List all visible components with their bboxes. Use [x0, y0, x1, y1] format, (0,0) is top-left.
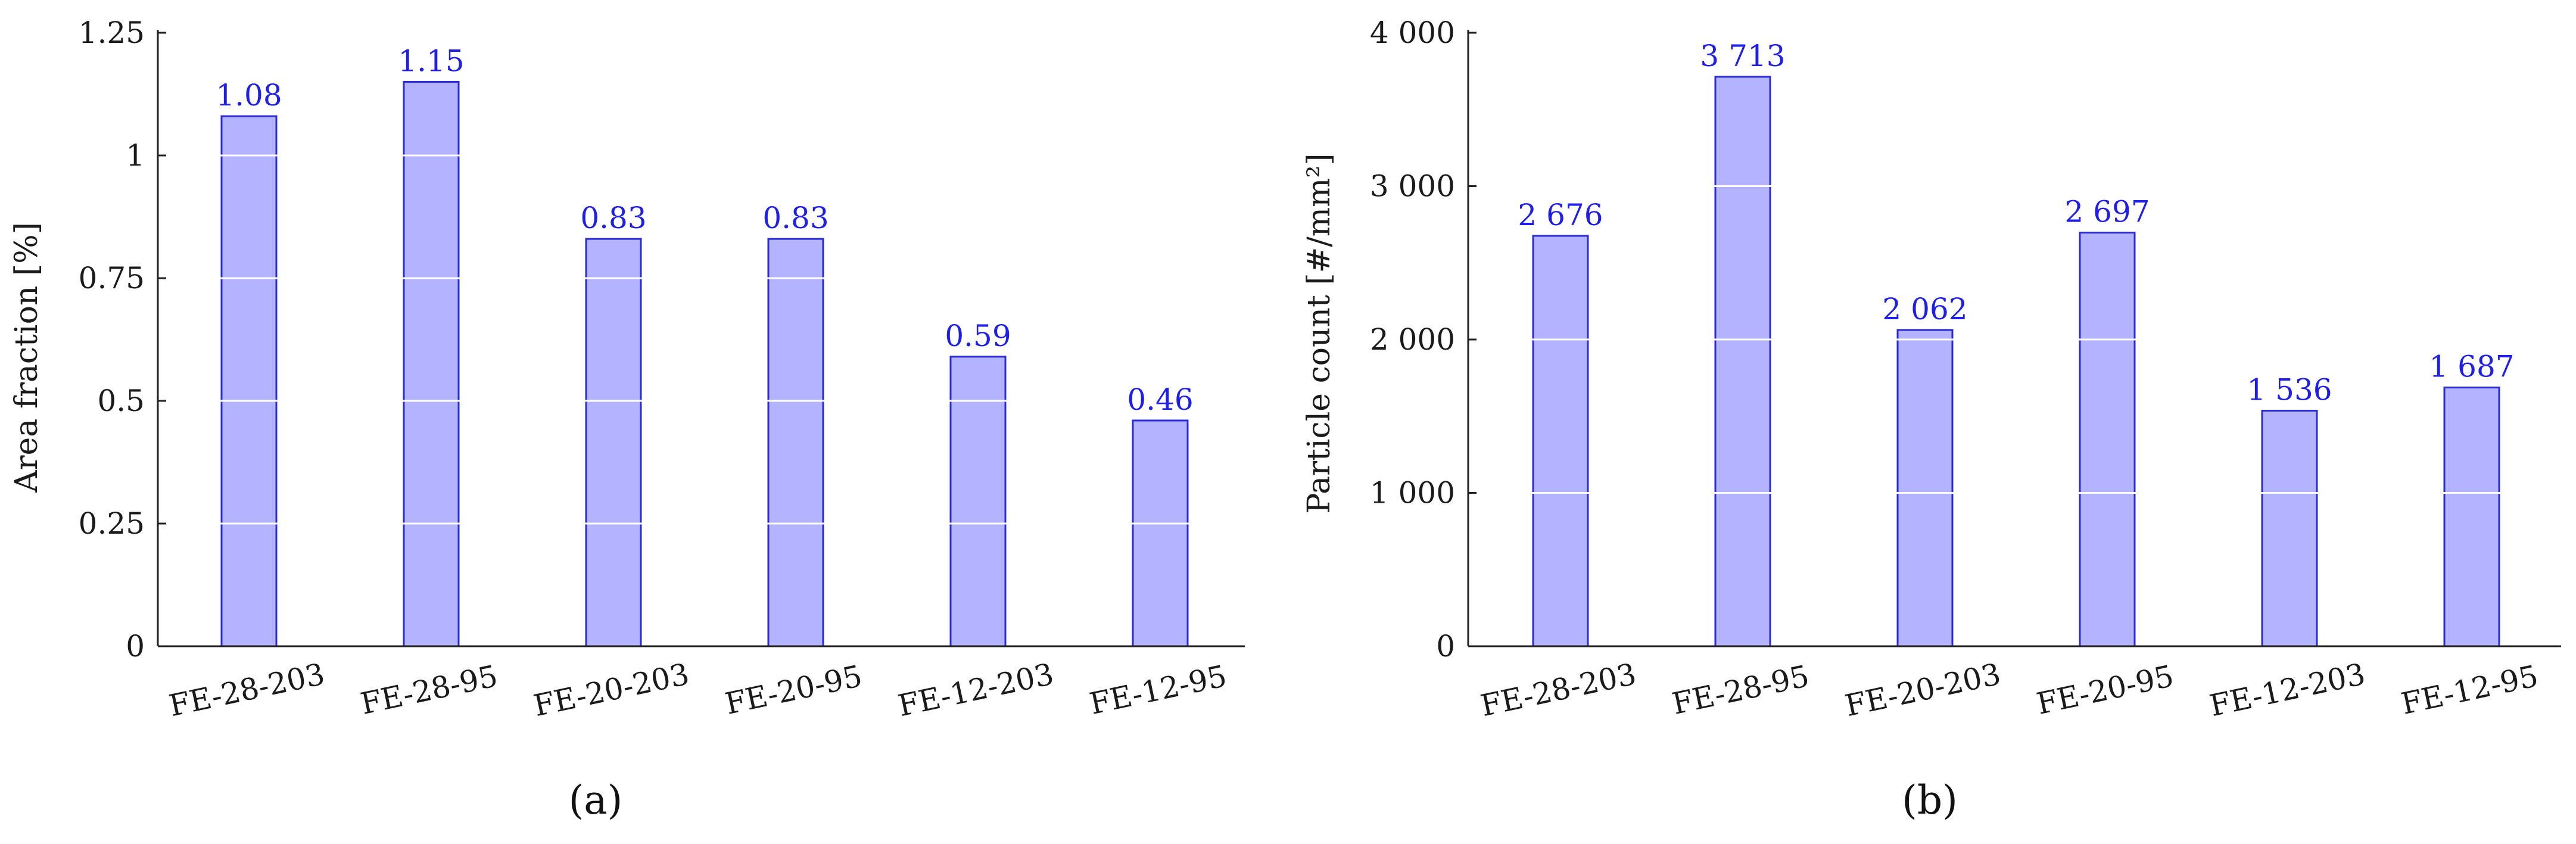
bar-fe-20-95	[767, 238, 824, 647]
bar-fe-28-95	[1714, 76, 1771, 647]
x-tick-labels-group: FE-28-203 FE-28-95 FE-20-203 FE-20-95 FE-12-…	[1478, 656, 2541, 723]
x-tick-label: FE-20-95	[722, 659, 865, 721]
x-tick-label: FE-20-203	[531, 656, 692, 723]
data-label: 0.83	[762, 201, 828, 235]
y-tick-label: 2 000	[1370, 322, 1455, 357]
bar-fe-28-203	[220, 115, 278, 647]
y-tick-label: 0.25	[79, 506, 145, 541]
y-tick-label: 0.75	[79, 261, 145, 295]
y-tick-labels-group: 0 0.25 0.5 0.75 1 1.25	[79, 15, 145, 664]
x-tick-label: FE-28-95	[357, 659, 500, 721]
y-tick-label: 0.5	[97, 384, 145, 418]
x-tick-label: FE-20-95	[2033, 659, 2176, 721]
bars-group	[1532, 76, 2500, 647]
data-labels-group: 2 676 3 713 2 062 2 697 1 536 1 687	[1518, 39, 2514, 407]
y-tick-label: 4 000	[1370, 15, 1455, 50]
y-axis-title: Particle count [#/mm²]	[1301, 153, 1337, 513]
x-tick-label: FE-12-203	[895, 656, 1057, 723]
data-label: 2 697	[2064, 195, 2150, 229]
y-tick-label: 1.25	[79, 15, 145, 50]
gridlines-group	[158, 154, 1245, 525]
data-label: 3 713	[1700, 39, 1785, 73]
x-tick-label: FE-28-95	[1669, 659, 1812, 721]
chart-panel-b: Particle count [#/mm²] 0 1 000 2 000 3 000 4…	[1301, 15, 2561, 823]
x-tick-label: FE-12-95	[1086, 659, 1229, 721]
data-label: 2 062	[1882, 292, 1967, 326]
data-label: 1.15	[398, 43, 464, 78]
x-tick-label: FE-12-203	[2207, 656, 2368, 723]
y-tick-label: 0	[1436, 629, 1455, 664]
data-label: 0.83	[580, 201, 646, 235]
y-tick-label: 1	[126, 138, 145, 173]
data-label: 0.59	[945, 319, 1011, 353]
x-tick-label: FE-28-203	[166, 656, 328, 723]
bar-fe-12-95	[1132, 419, 1189, 647]
bar-fe-12-203	[949, 356, 1007, 647]
gridlines-group	[1468, 185, 2561, 494]
y-tick-label: 1 000	[1370, 476, 1455, 510]
panel-label-b: (b)	[1902, 777, 1958, 823]
axes-group	[1467, 30, 2561, 647]
bars-group	[220, 80, 1189, 647]
x-tick-labels-group: FE-28-203 FE-28-95 FE-20-203 FE-20-95 FE-12-…	[166, 656, 1230, 723]
bar-fe-12-203	[2261, 409, 2318, 647]
y-tick-labels-group: 0 1 000 2 000 3 000 4 000	[1370, 15, 1455, 664]
bar-fe-28-95	[403, 80, 460, 647]
chart-panel-a: Area fraction [%] 0 0.25 0.5 0.75 1 1.25 FE-2…	[9, 15, 1245, 823]
x-tick-label: FE-12-95	[2398, 659, 2541, 721]
data-labels-group: 1.08 1.15 0.83 0.83 0.59 0.46	[216, 43, 1193, 417]
axes-group	[157, 30, 1245, 647]
panel-label-a: (a)	[569, 777, 623, 823]
data-label: 1 536	[2247, 372, 2332, 407]
y-axis-title: Area fraction [%]	[9, 222, 45, 493]
data-label: 0.46	[1127, 382, 1193, 417]
bar-fe-20-203	[1896, 329, 1954, 647]
x-tick-label: FE-20-203	[1842, 656, 2004, 723]
x-tick-label: FE-28-203	[1478, 656, 1639, 723]
y-tick-label: 3 000	[1370, 169, 1455, 204]
y-tick-label: 0	[126, 629, 145, 664]
bar-fe-12-95	[2443, 387, 2500, 647]
data-label: 1.08	[216, 78, 282, 113]
data-label: 2 676	[1518, 198, 1603, 232]
bar-fe-28-203	[1532, 235, 1589, 647]
bar-fe-20-95	[2079, 232, 2136, 647]
bar-fe-20-203	[585, 238, 642, 647]
data-label: 1 687	[2429, 350, 2514, 384]
